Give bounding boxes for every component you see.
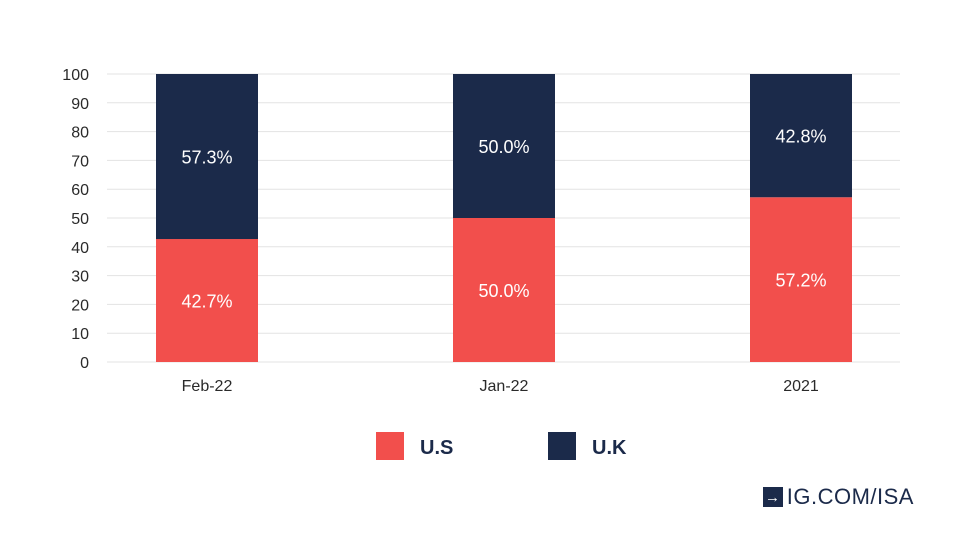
bar-us-jan-22 [453,218,555,362]
bar-uk-2021 [750,74,852,198]
x-tick-label: 2021 [783,378,819,395]
y-axis-ticks: 0 10 20 30 40 50 60 70 80 90 100 [62,67,89,372]
legend-swatch-us [376,432,404,460]
bar-us-2021 [750,197,852,362]
x-tick-label: Feb-22 [182,378,233,395]
y-tick-label: 30 [71,269,89,286]
y-tick-label: 70 [71,153,89,170]
data-label: 57.3% [181,148,232,168]
legend-label: U.K [592,437,627,459]
brand-text: IG.COM/ISA [786,484,914,509]
y-tick-label: 10 [71,326,89,343]
y-tick-label: 20 [71,297,89,314]
arrow-right-icon: → [762,487,783,507]
data-label: 42.8% [775,127,826,147]
data-label: 57.2% [775,271,826,291]
x-axis-ticks: Feb-22 Jan-22 2021 [182,378,819,395]
legend: U.S U.K [376,432,627,460]
legend-label: U.S [420,437,453,459]
bar-uk-jan-22 [453,74,555,218]
bar-uk-feb-22 [156,74,258,240]
legend-swatch-uk [548,432,576,460]
bars [156,74,852,362]
data-labels: 42.7% 57.3% 50.0% 50.0% 57.2% 42.8% [181,127,826,312]
y-tick-label: 90 [71,96,89,113]
brand-logo: → IG.COM/ISA [762,484,914,510]
y-tick-label: 80 [71,125,89,142]
x-tick-label: Jan-22 [480,378,529,395]
y-tick-label: 40 [71,240,89,257]
y-tick-label: 50 [71,211,89,228]
data-label: 50.0% [478,137,529,157]
data-label: 50.0% [478,281,529,301]
y-tick-label: 100 [62,67,89,84]
y-tick-label: 0 [80,355,89,372]
y-tick-label: 60 [71,182,89,199]
data-label: 42.7% [181,292,232,312]
bar-us-feb-22 [156,239,258,362]
